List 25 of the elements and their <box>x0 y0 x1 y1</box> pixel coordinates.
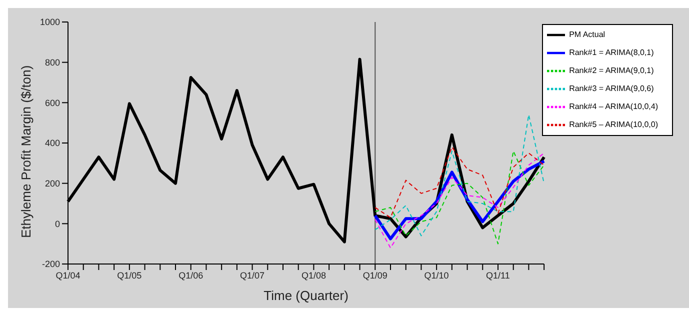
y-tick-label: -200 <box>42 259 60 270</box>
line-series <box>374 146 545 218</box>
y-tick-label: 400 <box>44 138 60 148</box>
legend-label: PM Actual <box>569 30 606 40</box>
legend-label: Rank#1 = ARIMA(8,0,1) <box>569 48 654 58</box>
x-axis-title: Time (Quarter) <box>264 288 348 303</box>
line-series <box>374 114 545 236</box>
legend-label: Rank#5 – ARIMA(10,0,0) <box>569 120 658 130</box>
x-tick-label: Q1/10 <box>424 270 449 280</box>
x-tick-label: Q1/07 <box>240 270 265 280</box>
x-tick-label: Q1/06 <box>178 270 204 280</box>
x-tick-label: Q1/08 <box>301 270 326 280</box>
x-tick-label: Q1/11 <box>486 270 510 280</box>
y-tick-label: 200 <box>44 178 60 189</box>
y-tick-label: 0 <box>54 218 60 229</box>
legend-label: Rank#3 = ARIMA(9,0,6) <box>569 84 654 94</box>
legend-label: Rank#2 = ARIMA(9,0,1) <box>569 66 654 76</box>
legend-label: Rank#4 – ARIMA(10,0,4) <box>569 102 658 112</box>
y-tick-label: 600 <box>44 98 60 108</box>
y-tick-label: 800 <box>44 58 60 68</box>
y-tick-label: 1000 <box>40 17 60 28</box>
x-tick-label: Q1/09 <box>362 270 388 280</box>
y-axis-title: Ethyleme Profit Margin ($/ton) <box>18 65 34 238</box>
x-tick-label: Q1/05 <box>117 270 142 280</box>
x-tick-label: Q1/04 <box>56 270 80 280</box>
